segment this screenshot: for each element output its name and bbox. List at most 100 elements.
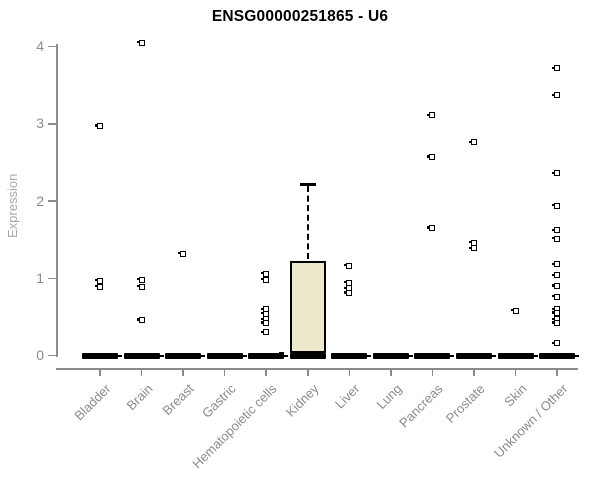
outlier-tail <box>344 291 347 294</box>
y-axis-tick-label: 3 <box>36 115 44 132</box>
box-zero-bar <box>539 353 576 359</box>
box-zero-nub <box>487 354 496 357</box>
outlier-point <box>552 202 561 209</box>
x-axis-tick <box>140 368 143 376</box>
box-zero-nub <box>529 354 538 357</box>
outlier-tail <box>468 241 472 244</box>
outlier-point <box>552 170 561 177</box>
y-axis-tick-label: 2 <box>36 192 44 209</box>
outlier-tail <box>95 285 98 288</box>
outlier-point <box>468 139 477 146</box>
outlier-point <box>552 272 561 279</box>
y-axis-tick-label: 0 <box>36 347 44 363</box>
x-axis-tick <box>182 368 184 376</box>
outlier-point <box>552 261 561 268</box>
x-axis-tick <box>431 368 434 376</box>
outlier-point <box>261 320 270 327</box>
box-zero-bar <box>165 353 202 359</box>
outlier-point <box>136 316 145 323</box>
outlier-point <box>427 112 436 119</box>
outlier-point <box>552 310 561 316</box>
outlier-point <box>552 227 561 234</box>
outlier-tail <box>136 278 139 281</box>
outlier-point <box>136 276 145 283</box>
outlier-tail <box>178 251 181 255</box>
outlier-tail <box>552 93 555 96</box>
box-zero-nub <box>363 354 372 357</box>
outlier-tail <box>552 321 555 324</box>
outlier-tail <box>552 311 555 314</box>
outlier-tail <box>261 321 264 324</box>
y-axis-tick <box>48 277 56 279</box>
outlier-point <box>552 65 561 72</box>
x-axis-label: Unknown / Other <box>491 381 571 461</box>
whisker <box>306 186 309 260</box>
x-axis-tick <box>307 368 309 376</box>
box-zero-nub <box>404 354 413 357</box>
outlier-tail <box>552 273 555 276</box>
box <box>289 261 326 353</box>
outlier-point <box>552 320 561 327</box>
outlier-tail <box>261 330 264 333</box>
outlier-point <box>136 283 145 290</box>
outlier-tail <box>552 237 555 240</box>
outlier-point <box>552 293 561 300</box>
x-axis-tick <box>223 368 226 376</box>
outlier-tail <box>344 264 347 267</box>
x-axis-tick <box>348 368 351 376</box>
y-axis-tick <box>48 200 56 202</box>
outlier-tail <box>261 278 264 281</box>
outlier-tail <box>136 41 139 44</box>
box-zero-bar <box>248 353 285 359</box>
outlier-point <box>344 289 353 296</box>
x-axis-tick <box>265 368 267 376</box>
outlier-point <box>552 92 561 99</box>
box-zero-nub <box>238 354 247 357</box>
outlier-tail <box>552 228 555 231</box>
outlier-point <box>178 250 187 257</box>
whisker-cap <box>299 183 316 186</box>
outlier-tail <box>510 309 513 312</box>
box-zero-bar <box>289 353 326 359</box>
y-axis-tick <box>48 45 56 48</box>
outlier-tail <box>261 312 264 315</box>
y-axis-tick-label: 1 <box>36 269 44 286</box>
box-side-mark <box>278 352 284 356</box>
outlier-tail <box>261 317 264 320</box>
outlier-point <box>261 276 270 283</box>
outlier-tail <box>136 318 139 321</box>
outlier-tail <box>427 113 430 116</box>
outlier-tail <box>552 341 555 344</box>
outlier-point <box>427 153 436 160</box>
y-axis-tick <box>48 354 56 357</box>
outlier-tail <box>552 307 555 310</box>
outlier-point <box>552 282 561 289</box>
outlier-tail <box>427 155 430 158</box>
y-axis-tick-label: 4 <box>36 38 44 54</box>
box-zero-bar <box>497 353 534 359</box>
box-zero-bar <box>414 353 451 359</box>
box-zero-bar <box>123 353 160 359</box>
box-zero-bar <box>372 353 409 359</box>
outlier-point <box>552 235 561 242</box>
box-zero-bar <box>206 353 243 359</box>
outlier-tail <box>136 285 139 288</box>
outlier-tail <box>261 307 264 310</box>
outlier-tail <box>552 66 555 69</box>
outlier-point <box>510 307 519 314</box>
x-axis-tick <box>556 368 558 376</box>
outlier-tail <box>552 284 555 287</box>
outlier-tail <box>95 278 98 282</box>
outlier-tail <box>468 246 472 249</box>
outlier-point <box>95 283 103 290</box>
outlier-tail <box>95 124 98 127</box>
y-axis-tick <box>48 123 56 125</box>
outlier-point <box>344 262 353 269</box>
outlier-tail <box>552 262 555 265</box>
box-zero-bar <box>331 353 368 359</box>
box-zero-nub <box>197 354 206 357</box>
outlier-point <box>95 277 103 284</box>
outlier-tail <box>468 140 472 143</box>
